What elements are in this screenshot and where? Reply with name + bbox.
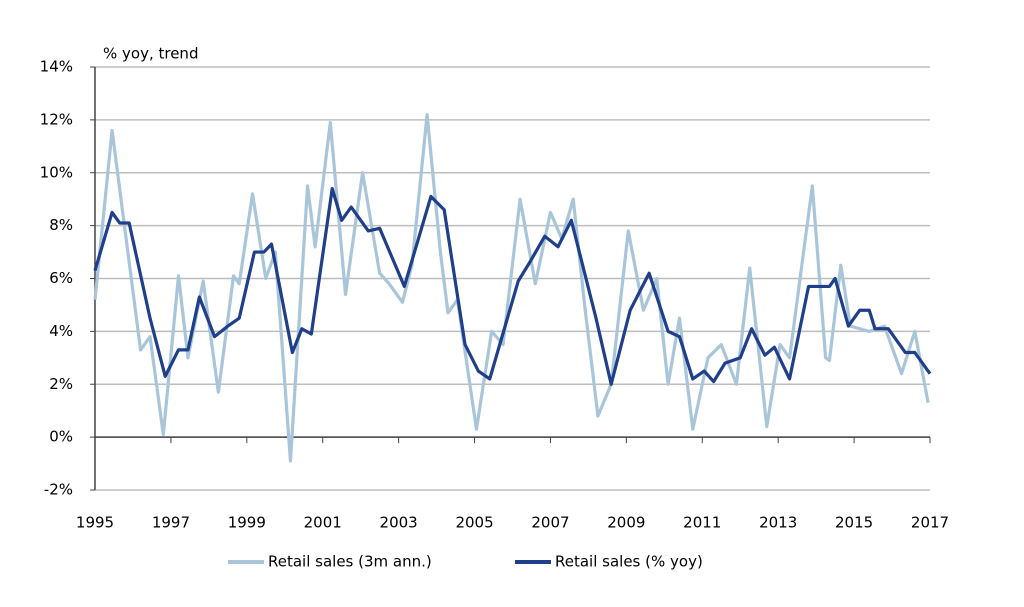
- x-tick-label: 2005: [455, 514, 493, 532]
- x-tick-label: 2007: [531, 514, 569, 532]
- x-tick-label: 1995: [76, 514, 114, 532]
- y-tick-label: -2%: [44, 481, 73, 499]
- x-tick-label: 2017: [911, 514, 949, 532]
- y-tick-label: 0%: [49, 428, 73, 446]
- y-tick-label: 6%: [49, 269, 73, 287]
- x-tick-label: 1999: [228, 514, 266, 532]
- y-axis-label: % yoy, trend: [103, 45, 198, 63]
- series-line: [93, 112, 930, 463]
- x-tick-label: 2003: [380, 514, 418, 532]
- x-tick-label: 2009: [607, 514, 645, 532]
- x-tick-label: 2015: [835, 514, 873, 532]
- legend-label: Retail sales (% yoy): [555, 553, 703, 571]
- x-tick-label: 2001: [304, 514, 342, 532]
- y-tick-label: 8%: [49, 216, 73, 234]
- legend-label: Retail sales (3m ann.): [268, 553, 432, 571]
- series-line: [93, 187, 932, 386]
- y-tick-label: 12%: [40, 110, 73, 128]
- y-tick-label: 10%: [40, 163, 73, 181]
- x-tick-label: 1997: [152, 514, 190, 532]
- y-tick-label: 4%: [49, 322, 73, 340]
- x-tick-label: 2011: [683, 514, 721, 532]
- x-tick-label: 2013: [759, 514, 797, 532]
- y-tick-label: 14%: [40, 58, 73, 76]
- y-tick-label: 2%: [49, 375, 73, 393]
